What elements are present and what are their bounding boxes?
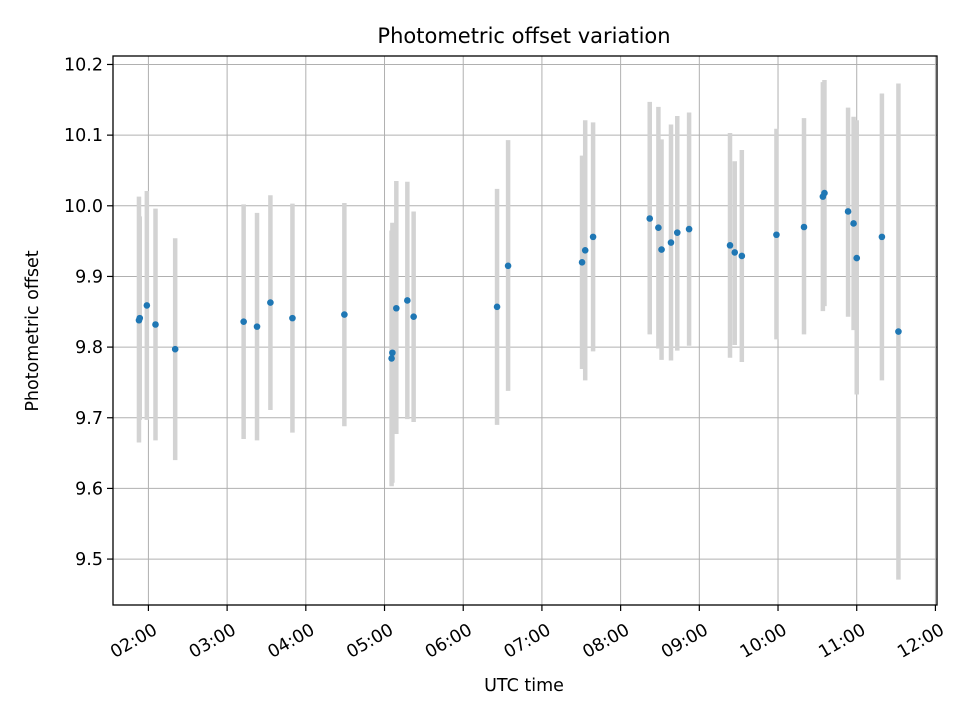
x-tick-label: 09:00 — [658, 620, 712, 663]
data-point — [667, 239, 675, 246]
data-point — [878, 233, 886, 241]
data-point — [589, 233, 597, 241]
data-point — [658, 246, 665, 253]
data-point — [773, 231, 780, 239]
data-point — [388, 355, 395, 362]
x-tick-label: 02:00 — [107, 620, 161, 663]
data-point — [738, 252, 746, 260]
data-point — [389, 349, 396, 357]
y-tick-label: 9.6 — [75, 479, 103, 499]
data-point — [152, 321, 159, 328]
data-point — [578, 259, 586, 266]
plot-frame — [112, 55, 938, 606]
data-point — [267, 299, 274, 306]
data-point — [655, 224, 662, 231]
data-point — [493, 303, 501, 311]
y-tick-label: 9.7 — [75, 409, 103, 429]
y-axis-ticks: 9.5 9.6 9.7 9.8 9.9 10.0 10.1 10.2 — [64, 55, 113, 570]
x-tick-label: 07:00 — [501, 620, 555, 663]
x-tick-label: 05:00 — [343, 620, 397, 663]
y-tick-label: 9.9 — [75, 267, 103, 287]
data-point — [404, 297, 411, 304]
y-tick-label: 9.5 — [75, 550, 103, 570]
data-point — [726, 242, 734, 249]
data-point — [800, 223, 808, 231]
y-tick-label: 10.2 — [64, 55, 103, 75]
data-point — [853, 254, 861, 262]
data-point — [895, 328, 902, 335]
data-point — [821, 189, 828, 197]
x-tick-label: 06:00 — [422, 620, 476, 663]
y-axis-label: Photometric offset — [23, 250, 43, 411]
x-tick-label: 10:00 — [737, 620, 791, 663]
data-point — [850, 220, 857, 227]
data-point — [581, 247, 589, 254]
x-axis-ticks: 02:00 03:00 04:00 05:00 06:00 07:00 08:00 09:00… — [107, 605, 948, 663]
data-point — [289, 314, 296, 322]
data-point — [240, 318, 247, 325]
x-axis-label: UTC time — [484, 676, 564, 696]
chart-title: Photometric offset variation — [377, 24, 670, 48]
data-point — [673, 229, 681, 236]
x-tick-label: 11:00 — [816, 620, 870, 663]
data-point — [685, 225, 693, 233]
data-point — [504, 262, 512, 270]
grid-lines — [113, 56, 937, 605]
x-tick-label: 08:00 — [579, 620, 633, 663]
x-tick-label: 03:00 — [186, 620, 240, 663]
data-point — [410, 313, 417, 321]
y-tick-label: 10.1 — [64, 126, 103, 146]
y-tick-label: 10.0 — [64, 197, 103, 217]
data-point — [341, 311, 348, 318]
data-point — [171, 345, 179, 353]
data-point — [393, 304, 400, 312]
data-point — [844, 208, 852, 215]
data-point — [646, 215, 654, 222]
x-tick-label: 04:00 — [265, 620, 319, 663]
error-bars — [136, 80, 901, 580]
data-points — [135, 189, 902, 362]
y-tick-label: 9.8 — [75, 338, 103, 358]
data-point — [731, 249, 739, 256]
x-tick-label: 12:00 — [894, 620, 948, 663]
data-point — [143, 302, 151, 309]
data-point — [136, 314, 144, 322]
data-point — [253, 323, 261, 330]
